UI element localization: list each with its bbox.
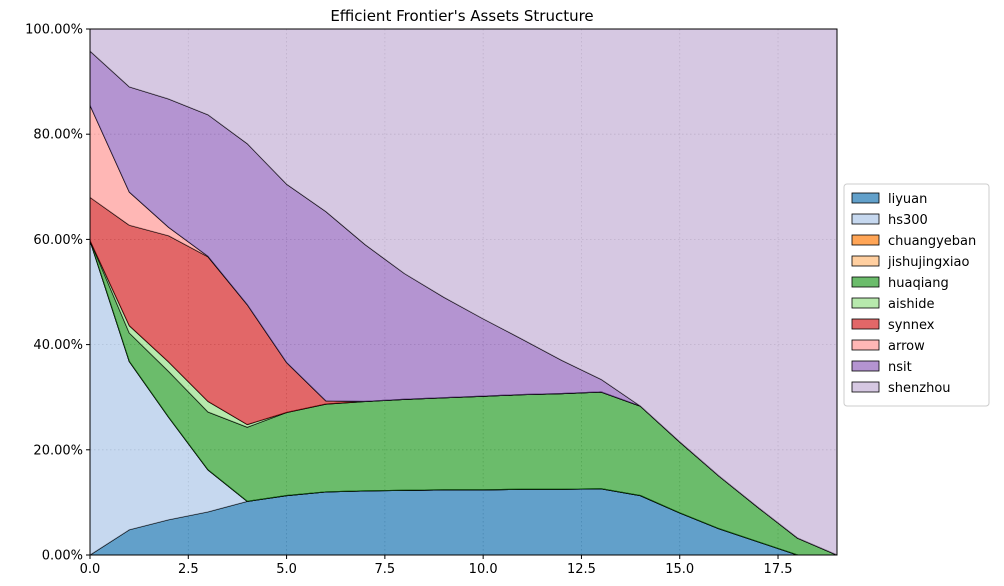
- legend-label-jishujingxiao: jishujingxiao: [887, 255, 969, 270]
- legend-swatch-liyuan: [851, 192, 880, 204]
- y-tick-label: 40.00%: [33, 338, 83, 353]
- x-tick-label: 7.5: [375, 562, 396, 577]
- y-tick-label: 0.00%: [42, 549, 83, 564]
- legend-label-shenzhou: shenzhou: [888, 381, 951, 396]
- legend-swatch-jishujingxiao: [851, 255, 880, 267]
- legend-swatch-chuangyeban: [851, 234, 880, 246]
- area-shenzhou: [90, 29, 837, 555]
- x-tick-label: 12.5: [567, 562, 596, 577]
- legend-label-chuangyeban: chuangyeban: [888, 234, 976, 249]
- x-tick-label: 0.0: [80, 562, 101, 577]
- legend-label-arrow: arrow: [888, 339, 925, 354]
- legend-label-liyuan: liyuan: [888, 192, 927, 207]
- legend-swatch-nsit: [851, 360, 880, 372]
- x-tick-label: 15.0: [665, 562, 694, 577]
- x-tick-label: 5.0: [276, 562, 297, 577]
- legend-swatch-aishide: [851, 297, 880, 309]
- chart-title: Efficient Frontier's Assets Structure: [330, 7, 593, 25]
- area-liyuan: [90, 488, 837, 555]
- stacked-areas: [89, 28, 838, 556]
- legend-label-huaqiang: huaqiang: [888, 276, 949, 291]
- x-tick-label: 2.5: [178, 562, 199, 577]
- legend-box: [843, 183, 990, 407]
- legend-label-nsit: nsit: [888, 360, 912, 375]
- legend-label-hs300: hs300: [888, 213, 928, 228]
- y-tick-label: 60.00%: [33, 233, 83, 248]
- y-tick-label: 20.00%: [33, 443, 83, 458]
- legend-swatch-hs300: [851, 213, 880, 225]
- area-synnex: [90, 197, 837, 555]
- area-nsit: [90, 51, 837, 556]
- legend-swatch-shenzhou: [851, 381, 880, 393]
- legend-label-aishide: aishide: [888, 297, 934, 312]
- y-tick-label: 80.00%: [33, 128, 83, 143]
- legend: liyuan hs300 chuangyeban jishujingxiao huaqi…: [843, 183, 990, 407]
- legend-swatch-arrow: [851, 339, 880, 351]
- plot-frame: [89, 28, 838, 556]
- legend-swatch-huaqiang: [851, 276, 880, 288]
- legend-label-synnex: synnex: [888, 318, 935, 333]
- x-tick-label: 17.5: [764, 562, 793, 577]
- x-tick-label: 10.0: [469, 562, 498, 577]
- legend-swatch-synnex: [851, 318, 880, 330]
- axes: 0.0 2.5 5.0 7.5 10.0 12.5 15.0 17.5 0.00% 20.00% 4…: [25, 23, 838, 577]
- y-tick-label: 100.00%: [25, 23, 83, 38]
- area-huaqiang: [90, 240, 837, 555]
